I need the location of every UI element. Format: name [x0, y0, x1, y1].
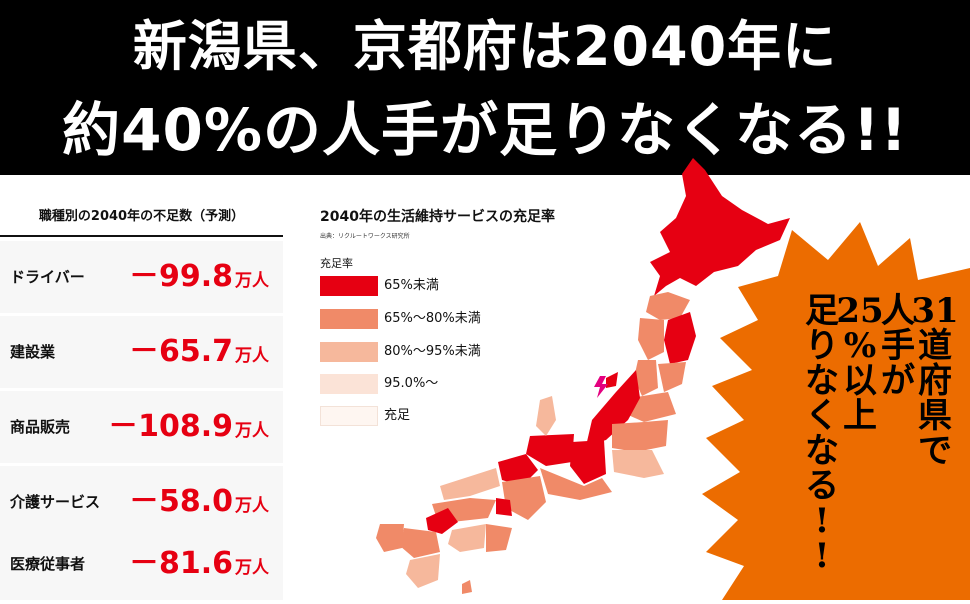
shortage-table-title: 職種別の2040年の不足数（予測） — [38, 209, 245, 224]
legend-label: 充足 — [384, 408, 411, 423]
prefecture-noto — [536, 396, 556, 436]
prefecture-hyogo — [496, 498, 512, 516]
prefecture-aomori — [646, 292, 690, 320]
legend-label: 65%未満 — [384, 278, 439, 293]
legend-label: 80%～95%未満 — [384, 344, 481, 359]
table-row: ドライバー －99.8 万人 — [0, 241, 283, 313]
prefecture-chugoku-north — [440, 468, 500, 500]
callout-char: り — [805, 326, 839, 366]
table-row: 商品販売 －108.9 万人 — [0, 391, 283, 463]
legend-swatch — [320, 342, 378, 362]
title-rule — [0, 235, 283, 237]
callout-char: る — [805, 466, 839, 506]
callout-char: 25 — [836, 291, 883, 331]
value-unit: 万人 — [235, 346, 269, 366]
callout-char: な — [805, 361, 839, 401]
callout-column: 足りなくなる!! — [805, 291, 839, 576]
callout-column: 25%以上 — [836, 291, 883, 436]
prefecture-sado — [606, 372, 618, 388]
prefecture-miyagi — [658, 362, 686, 392]
callout-char: 県 — [918, 396, 952, 436]
row-value: －65.7 万人 — [129, 316, 269, 392]
prefecture-hokkaido — [650, 158, 790, 296]
legend-swatch — [320, 374, 378, 394]
callout-char: で — [918, 431, 952, 471]
value-number: －81.6 — [128, 546, 233, 581]
lightning-bolt-shape — [594, 376, 608, 398]
callout-char: 以 — [843, 361, 877, 401]
starburst-shape — [702, 222, 970, 600]
lightning-icon — [594, 376, 608, 398]
row-label: 介護サービス — [10, 493, 101, 511]
row-value: －99.8 万人 — [129, 241, 269, 317]
value-unit: 万人 — [235, 271, 269, 291]
callout-char: 31 — [911, 291, 958, 331]
prefecture-group — [376, 158, 790, 594]
prefecture-niigata — [586, 370, 640, 446]
starburst-callout-shape — [702, 222, 970, 600]
legend-label: 65%～80%未満 — [384, 311, 481, 326]
value-unit: 万人 — [235, 558, 269, 578]
value-unit: 万人 — [235, 496, 269, 516]
callout-char: く — [805, 396, 839, 436]
callout-char: ! — [815, 536, 830, 576]
prefecture-nagano — [570, 440, 606, 484]
value-number: －99.8 — [128, 259, 233, 294]
headline-line-1: 新潟県、京都府は2040年に — [132, 15, 838, 78]
legend-title: 充足率 — [320, 257, 353, 270]
legend-swatch — [320, 276, 378, 296]
prefecture-kanto-north — [612, 420, 668, 452]
legend-label: 95.0%～ — [384, 376, 439, 391]
row-value: －108.9 万人 — [108, 391, 269, 467]
prefecture-yamagata — [634, 360, 658, 396]
row-value: －58.0 万人 — [129, 466, 269, 542]
callout-char: 府 — [918, 361, 952, 401]
map-source: 出典：リクルートワークス研究所 — [320, 233, 410, 240]
table-row: 介護サービス －58.0 万人 — [0, 466, 283, 538]
row-value: －81.6 万人 — [129, 528, 269, 604]
table-row: 医療従事者 －81.6 万人 — [0, 528, 283, 600]
callout-column: 人手が — [881, 291, 915, 401]
legend-swatch — [320, 406, 378, 426]
prefecture-shikoku-east — [486, 524, 512, 552]
headline-banner: 新潟県、京都府は2040年に 約40%の人手が足りなくなる!! — [0, 0, 970, 175]
callout-char: 道 — [918, 326, 952, 366]
callout-char: 上 — [843, 396, 877, 436]
prefecture-kyushu-north — [426, 508, 458, 534]
legend-swatch — [320, 309, 378, 329]
value-number: －65.7 — [128, 334, 233, 369]
prefecture-kyushu-south — [406, 554, 440, 588]
row-label: 医療従事者 — [10, 555, 86, 573]
callout-char: 人 — [881, 291, 915, 331]
value-number: －58.0 — [128, 484, 233, 519]
callout-char: 足 — [805, 291, 839, 331]
value-number: －108.9 — [108, 409, 233, 444]
prefecture-kansai — [502, 476, 546, 520]
table-row: 建設業 －65.7 万人 — [0, 316, 283, 388]
row-label: 商品販売 — [10, 418, 71, 436]
map-title: 2040年の生活維持サービスの充足率 — [320, 209, 555, 225]
callout-char: ! — [815, 501, 830, 541]
row-label: 建設業 — [10, 343, 56, 361]
prefecture-kyushu-central — [400, 528, 440, 558]
value-unit: 万人 — [235, 421, 269, 441]
prefecture-shikoku-west — [448, 524, 486, 552]
row-label: ドライバー — [10, 268, 85, 286]
prefecture-iwate — [664, 312, 696, 364]
callout-char: 手 — [881, 326, 915, 366]
prefecture-akita — [638, 318, 664, 360]
callout-char: な — [805, 431, 839, 471]
prefecture-hokuriku — [526, 434, 574, 466]
prefecture-islands — [462, 580, 472, 594]
shortage-table: 職種別の2040年の不足数（予測） ドライバー －99.8 万人 建設業 －65.… — [0, 175, 283, 600]
callout-char: % — [844, 326, 876, 366]
callout-char: が — [881, 361, 915, 401]
prefecture-kyushu-west — [376, 524, 404, 552]
prefecture-kanto-south — [612, 450, 664, 478]
headline-line-2: 約40%の人手が足りなくなる!! — [62, 96, 908, 164]
prefecture-tokai — [540, 468, 612, 500]
